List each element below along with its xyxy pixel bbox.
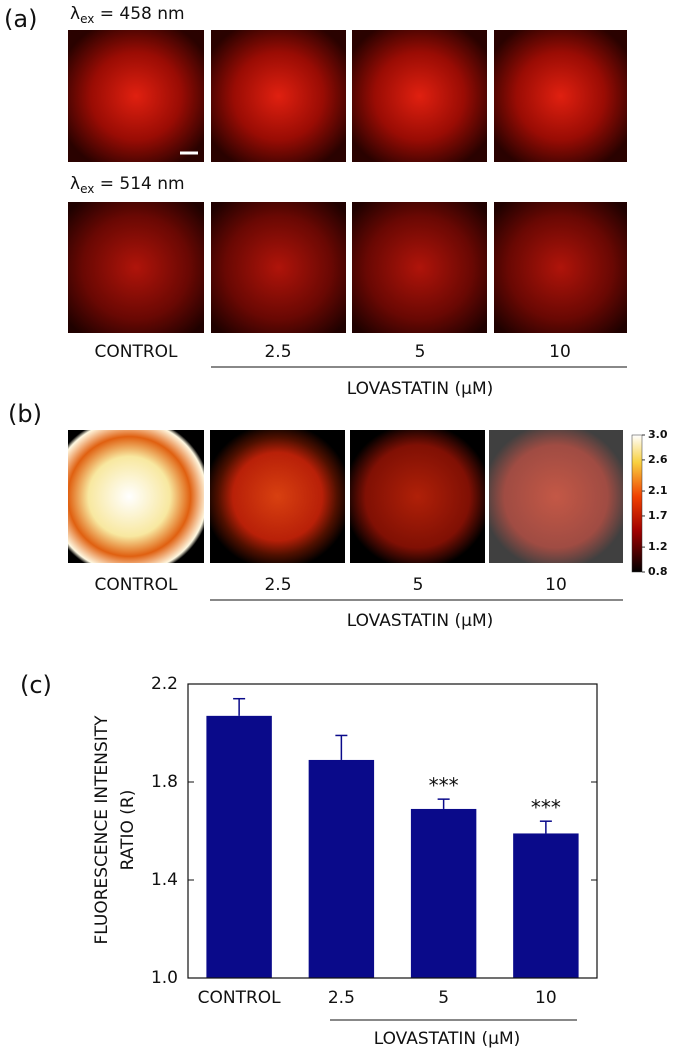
category-label: 2.5 <box>264 342 291 362</box>
bar <box>206 715 272 978</box>
bar <box>308 759 375 978</box>
y-tick-label: 1.4 <box>151 870 178 890</box>
colorbar-tick-label: 1.2 <box>648 540 668 553</box>
y-tick-label: 2.2 <box>151 674 178 694</box>
micrograph <box>494 202 627 333</box>
bar <box>513 833 579 978</box>
x-tick-label: 5 <box>438 988 449 1008</box>
category-label: CONTROL <box>94 575 178 595</box>
symbol: λ <box>70 4 80 24</box>
panel-label: (b) <box>8 400 42 428</box>
plot-frame <box>187 683 598 979</box>
ratio-image <box>210 430 345 563</box>
value: = 514 nm <box>94 174 184 194</box>
group-label: LOVASTATIN (μM) <box>347 379 494 399</box>
colorbar-tick-label: 0.8 <box>648 565 668 578</box>
ratio-image <box>350 430 485 563</box>
ratio-image <box>68 430 204 563</box>
colorbar <box>631 434 643 573</box>
significance-label: *** <box>531 796 561 820</box>
group-label: LOVASTATIN (μM) <box>347 611 494 631</box>
subscript: ex <box>80 12 94 26</box>
colorbar-tick-label: 2.6 <box>648 453 668 466</box>
category-label: 5 <box>415 342 426 362</box>
colorbar-tick-label: 2.1 <box>648 484 668 497</box>
panel-a: (a) λex = 458 nm λex = 514 nm LOVASTATIN… <box>4 4 627 399</box>
significance-label: *** <box>429 774 459 798</box>
symbol: λ <box>70 174 80 194</box>
panel-c: (c) FLUORESCENCE INTENSITY RATIO (R) LOV… <box>20 671 577 1049</box>
colorbar-tick-label: 1.7 <box>648 509 668 522</box>
category-label: 2.5 <box>264 575 291 595</box>
y-tick-label: 1.0 <box>151 968 178 988</box>
category-label: CONTROL <box>94 342 178 362</box>
bar <box>410 808 477 978</box>
category-label: 10 <box>545 575 567 595</box>
panel-b: (b) LOVASTATIN (μM) <box>8 400 643 631</box>
subscript: ex <box>80 182 94 196</box>
micrograph <box>211 30 346 162</box>
y-axis-title: RATIO (R) <box>118 790 138 871</box>
excitation-label: λex = 458 nm <box>70 4 185 26</box>
micrograph <box>211 202 346 333</box>
micrograph <box>352 202 487 333</box>
y-tick-label: 1.8 <box>151 772 178 792</box>
ratio-image <box>489 430 623 563</box>
excitation-label: λex = 514 nm <box>70 174 185 196</box>
x-tick-label: 2.5 <box>328 988 355 1008</box>
micrograph <box>68 30 204 162</box>
panel-label: (c) <box>20 671 52 699</box>
category-label: 10 <box>549 342 571 362</box>
x-tick-label: CONTROL <box>198 988 282 1008</box>
colorbar-tick-label: 3.0 <box>648 428 668 441</box>
group-label: LOVASTATIN (μM) <box>374 1029 521 1049</box>
x-tick-label: 10 <box>535 988 557 1008</box>
panel-label: (a) <box>4 5 37 33</box>
y-axis-title: FLUORESCENCE INTENSITY <box>92 715 112 945</box>
micrograph <box>494 30 627 162</box>
micrograph <box>68 202 204 333</box>
category-label: 5 <box>413 575 424 595</box>
micrograph <box>352 30 487 162</box>
value: = 458 nm <box>94 4 184 24</box>
